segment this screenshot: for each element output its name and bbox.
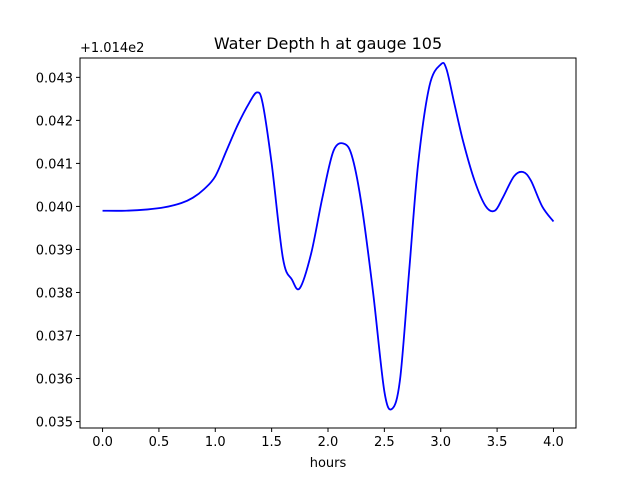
x-tick-label: 1.0 (205, 435, 226, 450)
y-tick-label: 0.037 (36, 330, 73, 345)
y-tick-label: 0.041 (36, 157, 73, 172)
x-tick-label: 0.0 (92, 435, 113, 450)
x-tick-label: 3.0 (430, 435, 451, 450)
y-tick-label: 0.042 (36, 114, 73, 129)
y-tick-label: 0.040 (36, 200, 73, 215)
y-tick-label: 0.036 (36, 373, 73, 388)
y-tick-label: 0.035 (36, 416, 73, 431)
plot-area: 0.0 0.5 1.0 1.5 2.0 2.5 3.0 3.5 4.0 0.035 0.036 0.0… (36, 61, 564, 450)
x-tick-label: 0.5 (149, 435, 170, 450)
x-axis-label: hours (310, 456, 347, 471)
y-tick-label: 0.039 (36, 243, 73, 258)
y-tick-label: 0.038 (36, 286, 73, 301)
chart-title: Water Depth h at gauge 105 (214, 34, 442, 53)
x-tick-label: 1.5 (261, 435, 282, 450)
x-tick-label: 4.0 (543, 435, 564, 450)
y-tick-label: 0.043 (36, 71, 73, 86)
x-tick-label: 3.5 (487, 435, 508, 450)
plot-frame (79, 57, 577, 429)
y-offset-label: +1.014e2 (80, 41, 144, 56)
x-tick-label: 2.5 (374, 435, 395, 450)
series-line (102, 61, 555, 411)
x-tick-label: 2.0 (318, 435, 339, 450)
